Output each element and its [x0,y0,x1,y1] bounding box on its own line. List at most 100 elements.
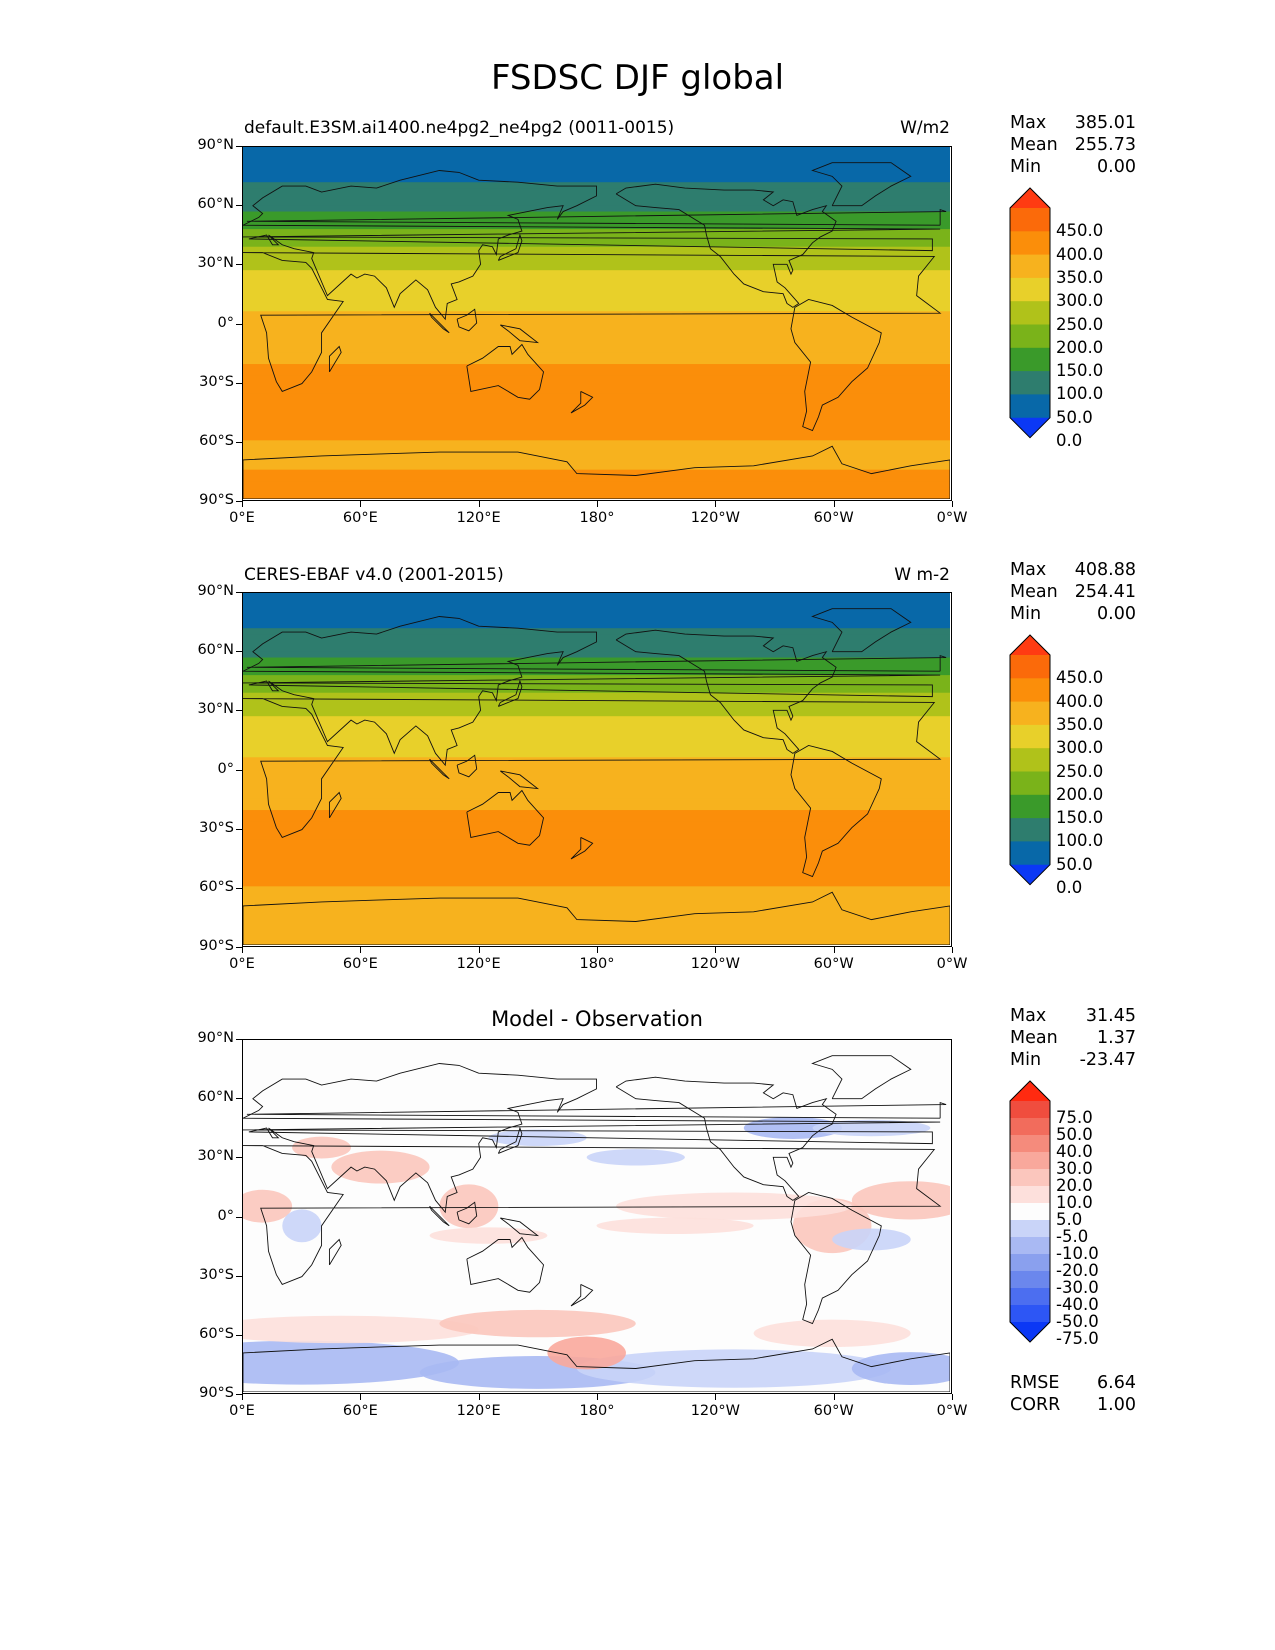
field-band [243,434,950,441]
panel-title: Model - Observation [491,1007,703,1031]
colorbar-segment [1010,324,1050,349]
colorbar-segment [1010,1288,1050,1306]
colorbar-segment [1010,701,1050,726]
lon-tick-label: 0°W [936,956,968,972]
field-band [243,880,950,887]
lon-tick-label: 60°W [813,956,854,972]
field-band [243,493,950,499]
lat-tick-label: 0° [217,1207,234,1224]
map-canvas [243,593,950,945]
anomaly-region [488,1129,587,1146]
stat-value: 254.41 [1074,582,1136,602]
field-band [243,804,950,811]
colorbar-segment [1010,1118,1050,1136]
coastline [466,343,545,400]
colorbar-tick-label: 10.0 [1056,1193,1093,1212]
coastline [429,1205,450,1227]
lon-tick-mark [242,1394,243,1400]
lon-tick-label: 60°W [813,510,854,526]
lon-tick-mark [715,1394,717,1400]
lat-tick-label: 60°N [197,642,234,659]
field-band [243,387,950,394]
field-band [243,475,950,482]
field-band [243,675,950,682]
colorbar-tick-label: -20.0 [1056,1261,1099,1280]
coastline [456,1201,478,1225]
colorbar-tick-label: 50.0 [1056,407,1093,427]
colorbar-segment [1010,1271,1050,1289]
colorbar-segment [1010,254,1050,279]
lat-tick-mark [236,887,242,889]
stat-label: Min [1010,1050,1042,1070]
lat-tick-mark [236,769,242,771]
field-band [243,903,950,911]
colorbar-tick-label: 300.0 [1056,291,1104,311]
coastline [429,758,450,780]
lat-tick-mark [236,146,242,147]
colorbar-outline [1009,187,1051,439]
colorbar-tick-label: 150.0 [1056,361,1104,381]
stat-label: Max [1010,560,1047,580]
stat-row: Max 31.45 [1010,1005,1136,1027]
colorbar-segment [1010,818,1050,842]
field-band [243,293,950,301]
lon-tick-mark [597,501,598,507]
field-band [243,927,950,934]
lat-tick-label: 90°N [197,137,234,153]
stat-row: Min -23.47 [1010,1049,1136,1071]
colorbar-tick-label: -30.0 [1056,1278,1099,1297]
lon-tick-mark [478,947,480,953]
colorbar-tick-label: 0.0 [1056,431,1083,450]
field-band [243,205,950,213]
field-band [243,898,950,905]
field-band [243,909,950,917]
coastline [466,1236,545,1293]
metrics-block: RMSE 6.64 CORR 1.00 [1010,1372,1136,1416]
field-band [243,358,950,365]
lon-tick-mark [833,501,835,507]
field-band [243,281,950,289]
lat-tick-mark [236,1334,242,1336]
colorbar-extend-min [1010,417,1050,438]
field-band [243,369,950,377]
field-band [243,217,950,224]
field-band [243,692,950,700]
colorbar-segment [1010,678,1050,703]
lat-tick-mark [236,323,242,325]
colorbar-segment [1010,1220,1050,1238]
colorbar-segment [1010,841,1050,866]
field-band [243,317,950,324]
stats-block: Max 408.88 Mean 254.41 Min 0.00 [1010,559,1136,625]
lon-tick-label: 120°E [456,510,501,526]
lon-tick-mark [360,947,362,953]
lon-tick-label: 120°W [690,510,740,526]
lon-tick-label: 0°W [936,1403,968,1419]
colorbar-outline [1009,1080,1051,1343]
field-band [243,833,950,840]
coastline [328,791,342,819]
colorbar-tick-label: 350.0 [1056,714,1104,734]
colorbar-segment [1010,794,1050,819]
colorbar-tick-label: 200.0 [1056,784,1104,804]
coastline [243,698,942,838]
lat-tick-label: 30°S [199,373,234,390]
colorbar-tick-label: 0.0 [1056,878,1083,897]
colorbar-segment [1010,1254,1050,1272]
field-band [243,240,950,248]
lon-tick-label: 60°E [342,956,378,972]
colorbar-tick-label: 200.0 [1056,337,1104,357]
colorbar-segment [1010,748,1050,772]
lat-tick-mark [236,1157,242,1159]
coastline [500,770,540,790]
lon-tick-label: 60°W [813,1403,854,1419]
colorbar-tick-label: 100.0 [1056,384,1104,404]
lon-tick-label: 120°W [690,1403,740,1419]
lat-tick-label: 90°N [197,583,234,599]
field-band [243,686,950,694]
field-band [243,598,950,606]
field-band [243,147,950,154]
field-band [243,252,950,260]
coastline [328,1238,342,1266]
field-band [243,874,950,882]
map-plot [242,1039,952,1394]
